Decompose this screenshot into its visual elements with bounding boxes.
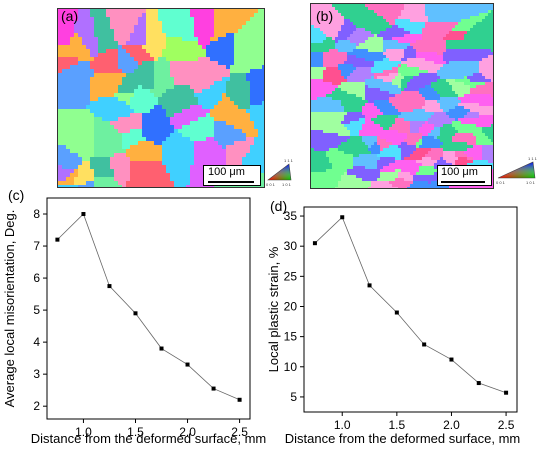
y-tick-label: 35 bbox=[284, 209, 298, 223]
y-tick-label: 5 bbox=[290, 390, 297, 404]
y-tick-label: 8 bbox=[33, 207, 40, 221]
ebsd-grain-map-a bbox=[58, 9, 264, 187]
ipf-label-top-a: 1 1 1 bbox=[284, 158, 294, 163]
data-point bbox=[449, 357, 454, 362]
ipf-label-left-b: 0 0 1 bbox=[496, 180, 506, 185]
plot-frame bbox=[46, 197, 251, 420]
y-tick-label: 30 bbox=[284, 239, 298, 253]
panel-label-d: (d) bbox=[270, 198, 287, 214]
data-point bbox=[476, 381, 481, 386]
y-tick-label: 6 bbox=[33, 271, 40, 285]
data-point bbox=[394, 310, 399, 315]
grain-cells-b bbox=[311, 4, 493, 188]
x-tick-label: 2.0 bbox=[443, 418, 460, 432]
y-tick-label: 7 bbox=[33, 239, 40, 253]
data-point bbox=[185, 362, 190, 367]
data-point bbox=[159, 346, 164, 351]
data-point bbox=[133, 311, 138, 316]
plot-frame bbox=[303, 206, 518, 413]
y-tick-label: 10 bbox=[284, 360, 298, 374]
y-axis-label: Average local misorientation, Deg. bbox=[2, 210, 17, 408]
ipf-label-right-a: 1 0 1 bbox=[282, 182, 292, 187]
data-point bbox=[237, 397, 242, 402]
scalebar-label-a: 100 μm bbox=[208, 166, 245, 178]
x-tick-label: 1.0 bbox=[334, 418, 351, 432]
panel-label-b: (b) bbox=[316, 8, 334, 24]
ipf-key-triangle-b: 1 1 1 0 0 1 1 0 1 bbox=[496, 156, 538, 185]
ipf-label-top-b: 1 1 1 bbox=[528, 156, 538, 161]
ebsd-grain-map-b bbox=[311, 4, 493, 188]
x-tick-label: 1.5 bbox=[127, 425, 144, 439]
scalebar-box-a bbox=[203, 165, 261, 186]
x-axis-label: Distance from the deformed surface, mm bbox=[285, 431, 521, 446]
y-tick-label: 25 bbox=[284, 269, 298, 283]
ipf-label-left-a: 0 0 1 bbox=[266, 182, 276, 187]
panel-label-c: (c) bbox=[8, 187, 24, 203]
y-tick-label: 20 bbox=[284, 299, 298, 313]
data-point bbox=[107, 284, 112, 289]
y-tick-label: 5 bbox=[33, 303, 40, 317]
scalebar-line-a bbox=[208, 181, 254, 183]
x-tick-label: 2.0 bbox=[179, 425, 196, 439]
series-line bbox=[57, 213, 240, 401]
x-tick-label: 2.5 bbox=[498, 418, 515, 432]
grain-cells-a bbox=[58, 9, 264, 187]
data-point bbox=[340, 215, 345, 220]
chart-c: 1.0 1.5 2.0 2.5 2 3 4 5 6 7 8 Distance from the def… bbox=[2, 197, 267, 446]
data-point bbox=[81, 212, 86, 217]
y-tick-label: 2 bbox=[33, 399, 40, 413]
ebsd-map-b bbox=[310, 3, 494, 189]
ipf-key-triangle-a: 1 1 1 0 0 1 1 0 1 bbox=[266, 158, 294, 187]
ipf-label-right-b: 1 0 1 bbox=[526, 180, 536, 185]
ebsd-map-a bbox=[57, 8, 265, 188]
scalebar-line-b bbox=[441, 181, 485, 183]
panel-label-a: (a) bbox=[61, 8, 79, 24]
data-point bbox=[504, 390, 509, 395]
x-tick-label: 1.0 bbox=[75, 425, 92, 439]
x-axis-label: Distance from the deformed surface, mm bbox=[31, 431, 267, 446]
data-point bbox=[422, 342, 427, 347]
data-point bbox=[367, 283, 372, 288]
y-tick-label: 3 bbox=[33, 367, 40, 381]
scalebar-box-b bbox=[437, 165, 492, 186]
y-tick-label: 4 bbox=[33, 335, 40, 349]
y-axis-label: Local plastic strain, % bbox=[266, 246, 281, 372]
chart-d: 1.0 1.5 2.0 2.5 5 10 15 20 25 30 35 Distance from t… bbox=[266, 206, 521, 446]
y-tick-label: 15 bbox=[284, 330, 298, 344]
data-point bbox=[211, 386, 216, 391]
x-tick-label: 1.5 bbox=[389, 418, 406, 432]
scalebar-label-b: 100 μm bbox=[441, 166, 478, 178]
data-point bbox=[55, 237, 60, 242]
x-tick-label: 2.5 bbox=[231, 425, 248, 439]
series-line bbox=[314, 216, 507, 394]
data-point bbox=[312, 241, 317, 246]
